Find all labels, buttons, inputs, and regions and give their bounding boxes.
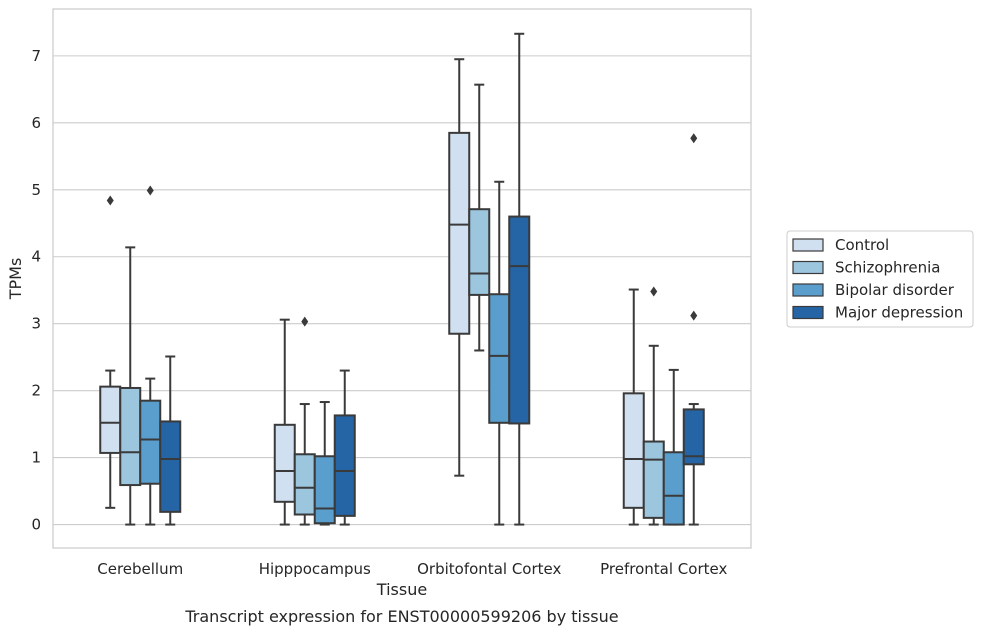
box-schizophrenia (468, 83, 491, 352)
outlier-point (690, 310, 698, 321)
box-control (448, 58, 471, 477)
box-body (448, 131, 471, 335)
legend-label: Control (835, 236, 889, 254)
box-bipolar-disorder (313, 401, 336, 526)
box-body (662, 451, 685, 526)
y-tick-label: 3 (31, 315, 41, 333)
x-axis-title: Tissue (376, 580, 427, 599)
box-body (333, 414, 356, 517)
plot-boxes (99, 32, 705, 526)
x-tick-label: Prefrontal Cortex (600, 560, 727, 578)
outlier-point (106, 195, 114, 206)
box-body (139, 399, 162, 485)
legend-label: Bipolar disorder (835, 281, 955, 299)
x-tick-label: Cerebellum (97, 560, 183, 578)
box-body (119, 386, 142, 487)
box-schizophrenia (119, 246, 142, 526)
box-bipolar-disorder (662, 368, 685, 526)
outlier-point (146, 185, 154, 196)
box-schizophrenia (293, 316, 316, 526)
legend-label: Major depression (835, 304, 963, 322)
outlier-point (301, 316, 309, 327)
legend-swatch (792, 283, 824, 297)
box-control (622, 288, 645, 526)
box-body (508, 215, 531, 425)
x-tick-labels: Cerebellum Hipppocampus Orbitofontal Corte… (97, 560, 727, 578)
box-body (488, 293, 511, 424)
chart-caption: Transcript expression for ENST0000059920… (184, 607, 618, 626)
y-tick-label: 0 (31, 516, 41, 534)
outlier-point (690, 133, 698, 144)
y-tick-label: 4 (31, 248, 41, 266)
box-major-depression (682, 133, 705, 526)
legend-frame (786, 230, 974, 328)
plot-frame (52, 8, 752, 549)
y-tick-label: 6 (31, 114, 41, 132)
box-major-depression (333, 369, 356, 526)
y-axis-title: TPMs (6, 258, 25, 301)
legend: Control Schizophrenia Bipolar disorder Majo… (786, 230, 974, 328)
box-body (313, 455, 336, 525)
x-tick-label: Hipppocampus (259, 560, 371, 578)
box-body (622, 392, 645, 509)
legend-swatch (792, 238, 824, 252)
outlier-point (650, 286, 658, 297)
y-tick-label: 2 (31, 382, 41, 400)
box-body (682, 408, 705, 466)
box-body (99, 385, 122, 454)
box-bipolar-disorder (139, 185, 162, 526)
x-tick-label: Orbitofontal Cortex (417, 560, 561, 578)
box-body (273, 423, 296, 503)
box-body (159, 420, 182, 513)
box-major-depression (508, 32, 531, 526)
y-tick-label: 7 (31, 47, 41, 65)
legend-swatch (792, 260, 824, 275)
box-bipolar-disorder (488, 180, 511, 526)
legend-label: Schizophrenia (835, 259, 940, 277)
legend-swatch (792, 305, 824, 320)
box-control (273, 318, 296, 526)
box-control (99, 195, 122, 509)
box-major-depression (159, 355, 182, 526)
box-body (642, 440, 665, 519)
y-tick-label: 1 (31, 449, 41, 467)
y-tick-labels: 0 1 2 3 4 5 6 7 (31, 47, 41, 534)
box-body (293, 453, 316, 516)
box-body (468, 208, 491, 296)
y-tick-label: 5 (31, 181, 41, 199)
box-schizophrenia (642, 286, 665, 526)
